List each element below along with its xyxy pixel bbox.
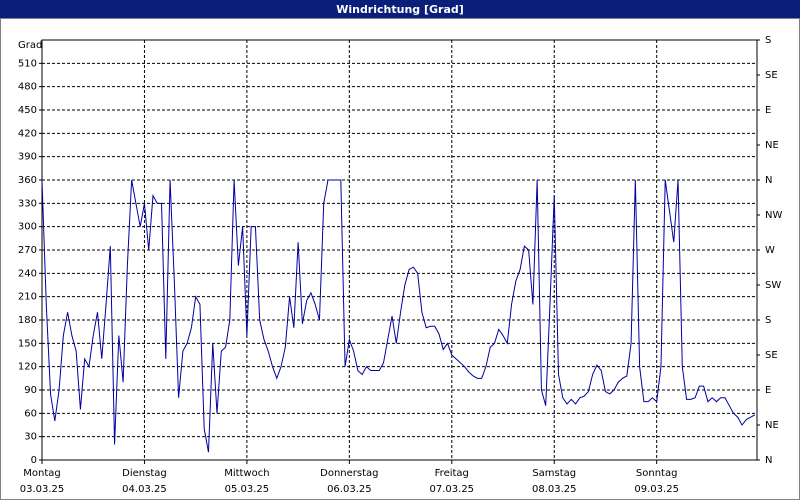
- y-tick-label: 30: [24, 432, 37, 443]
- x-tick-date: 04.03.25: [122, 484, 167, 495]
- x-tick-label: Mittwoch: [224, 468, 269, 479]
- y2-tick-label: S: [765, 35, 771, 46]
- y2-tick-label: N: [765, 455, 772, 466]
- x-tick-label: Samstag: [532, 468, 576, 479]
- data-line: [41, 179, 756, 453]
- x-tick-label: Montag: [23, 468, 60, 479]
- y-tick-label: 210: [18, 292, 37, 303]
- y-tick-label: 90: [24, 385, 37, 396]
- chart-title: Windrichtung [Grad]: [336, 3, 464, 16]
- y-tick-label: 300: [18, 222, 37, 233]
- x-tick-date: 08.03.25: [532, 484, 577, 495]
- x-tick-label: Sonntag: [636, 468, 678, 479]
- x-tick-label: Donnerstag: [320, 468, 378, 479]
- y-tick-label: 420: [18, 128, 37, 139]
- y-tick-label: 270: [18, 245, 37, 256]
- y-tick-label: 0: [31, 455, 37, 466]
- y-tick-label: 120: [18, 362, 37, 373]
- y2-tick-label: N: [765, 175, 772, 186]
- y2-tick-label: W: [765, 245, 775, 256]
- x-tick-date: 03.03.25: [20, 484, 65, 495]
- x-tick-date: 07.03.25: [430, 484, 475, 495]
- y-tick-label: 180: [18, 315, 37, 326]
- y2-tick-label: NE: [765, 420, 779, 431]
- y-tick-label: 480: [18, 82, 37, 93]
- y2-tick-label: SE: [765, 70, 778, 81]
- y2-tick-label: E: [765, 385, 771, 396]
- x-tick-date: 06.03.25: [327, 484, 372, 495]
- y2-tick-label: SE: [765, 350, 778, 361]
- y-tick-label: 510: [18, 58, 37, 69]
- y-axis-label: Grad: [18, 40, 42, 51]
- y-tick-label: 240: [18, 268, 37, 279]
- plot-frame: [41, 39, 758, 461]
- y-tick-label: 360: [18, 175, 37, 186]
- x-tick-label: Freitag: [435, 468, 469, 479]
- x-tick-label: Dienstag: [122, 468, 167, 479]
- y-tick-label: 450: [18, 105, 37, 116]
- y-tick-label: 390: [18, 152, 37, 163]
- y-tick-label: 150: [18, 338, 37, 349]
- y2-tick-label: NW: [765, 210, 782, 221]
- y2-tick-label: NE: [765, 140, 779, 151]
- y2-tick-label: E: [765, 105, 771, 116]
- x-tick-date: 05.03.25: [225, 484, 270, 495]
- y-tick-label: 60: [24, 408, 37, 419]
- x-tick-date: 09.03.25: [634, 484, 679, 495]
- title-bar: [0, 0, 800, 18]
- y-tick-label: 330: [18, 198, 37, 209]
- y2-tick-label: SW: [765, 280, 781, 291]
- y2-tick-label: S: [765, 315, 771, 326]
